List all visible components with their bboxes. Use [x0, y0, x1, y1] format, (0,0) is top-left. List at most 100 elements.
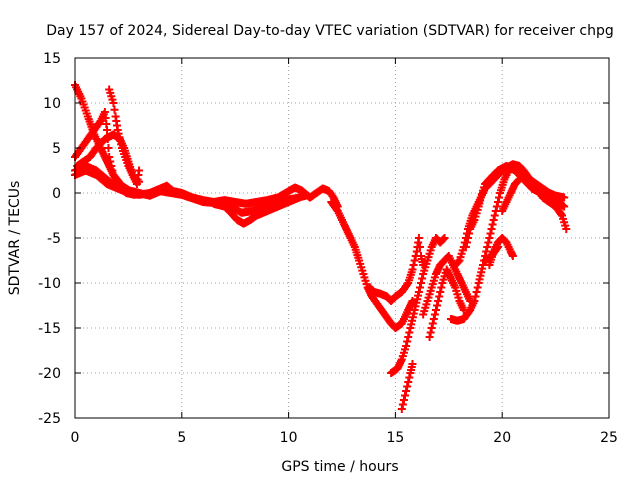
data-point	[410, 256, 419, 265]
data-point	[427, 324, 436, 332]
data-point	[487, 225, 496, 233]
series-track-o	[425, 265, 468, 341]
series-track-t	[481, 243, 502, 265]
data-point	[106, 157, 115, 166]
x-tick-label: 5	[177, 430, 186, 446]
y-tick-label: 15	[43, 51, 61, 67]
data-point	[482, 247, 491, 256]
x-tick-label: 15	[386, 430, 404, 446]
data-point	[437, 283, 446, 292]
data-point	[399, 396, 408, 404]
series-track-h	[216, 191, 310, 217]
data-point	[514, 176, 523, 185]
data-point	[429, 315, 438, 323]
y-tick-label: 0	[52, 186, 61, 202]
data-point	[508, 252, 517, 260]
data-point	[110, 105, 119, 114]
series-track-i	[220, 183, 342, 211]
data-point	[415, 283, 424, 292]
y-tick-label: 5	[52, 141, 61, 157]
y-axis-label: SDTVAR / TECUs	[7, 181, 23, 296]
data-point	[414, 288, 423, 296]
data-point	[135, 166, 144, 175]
data-point	[473, 283, 482, 292]
x-tick-label: 25	[600, 430, 618, 446]
data-point	[493, 198, 502, 206]
x-tick-label: 0	[71, 430, 80, 446]
data-point	[408, 360, 417, 368]
x-tick-label: 10	[280, 430, 298, 446]
data-point	[409, 261, 418, 269]
data-point	[418, 274, 427, 283]
data-point	[415, 243, 424, 251]
data-point	[433, 301, 442, 310]
data-point	[560, 202, 569, 211]
data-point	[435, 292, 444, 301]
data-point	[440, 234, 449, 242]
data-point	[402, 387, 411, 395]
y-tick-label: -20	[38, 366, 61, 382]
series-track-k	[365, 234, 428, 305]
data-point	[470, 297, 479, 305]
data-point	[105, 153, 114, 161]
series-track-u	[498, 175, 524, 215]
data-point	[405, 373, 414, 382]
data-point	[472, 288, 481, 296]
series-track-n	[419, 252, 475, 319]
data-point	[403, 382, 412, 391]
data-point	[107, 162, 116, 170]
data-point	[430, 310, 439, 319]
data-point	[562, 225, 571, 233]
data-point	[560, 193, 569, 202]
data-point	[486, 229, 495, 238]
grid-lines	[75, 58, 609, 418]
data-point	[130, 175, 139, 184]
data-point	[434, 297, 443, 305]
data-point	[109, 99, 118, 107]
data-point	[471, 292, 480, 301]
data-point	[489, 216, 498, 224]
series-track-d	[105, 85, 139, 184]
data-point	[408, 265, 417, 274]
data-point	[428, 319, 437, 328]
data-point	[493, 243, 502, 251]
x-axis-label: GPS time / hours	[281, 459, 398, 475]
data-point	[403, 337, 412, 346]
data-point	[492, 202, 501, 211]
data-point	[402, 342, 411, 350]
data-point	[405, 328, 414, 337]
data-point	[404, 333, 413, 341]
data-point	[403, 280, 412, 289]
data-point	[425, 333, 434, 341]
data-points	[71, 81, 571, 413]
x-tick-label: 20	[493, 430, 511, 446]
y-tick-label: -5	[47, 231, 61, 247]
data-point	[461, 243, 470, 251]
series-track-m	[397, 360, 417, 413]
data-point	[397, 405, 406, 413]
data-point	[104, 144, 113, 152]
data-point	[401, 391, 410, 400]
data-point	[404, 378, 413, 386]
axes: 0 5 10 15 20 25 -25 -20 -15 -10 -5 0 5 10 15	[38, 51, 618, 446]
data-point	[464, 234, 473, 242]
data-point	[108, 166, 117, 175]
data-point	[414, 234, 423, 242]
data-point	[135, 177, 144, 186]
chart-title: Day 157 of 2024, Sidereal Day-to-day VTE…	[46, 23, 614, 39]
data-point	[465, 229, 474, 238]
y-tick-label: 10	[43, 96, 61, 112]
series-track-j	[327, 198, 417, 332]
series-track-r	[461, 162, 569, 251]
data-point	[488, 220, 497, 229]
data-point	[462, 238, 471, 247]
data-point	[398, 400, 407, 409]
y-tick-label: -25	[38, 411, 61, 427]
data-point	[515, 175, 524, 184]
y-tick-label: -10	[38, 276, 61, 292]
data-point	[485, 234, 494, 242]
series-track-f	[71, 162, 218, 207]
data-point	[483, 243, 492, 251]
data-point	[494, 193, 503, 202]
data-point	[454, 257, 463, 266]
